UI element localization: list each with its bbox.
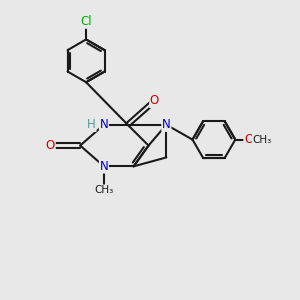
Text: N: N [100, 160, 108, 173]
Text: H: H [87, 118, 96, 131]
Text: O: O [244, 133, 253, 146]
Text: Cl: Cl [80, 15, 92, 28]
Text: CH₃: CH₃ [94, 185, 114, 195]
Text: CH₃: CH₃ [252, 135, 272, 145]
Text: N: N [100, 118, 108, 131]
Text: O: O [46, 139, 55, 152]
Text: N: N [162, 118, 171, 131]
Text: O: O [150, 94, 159, 107]
